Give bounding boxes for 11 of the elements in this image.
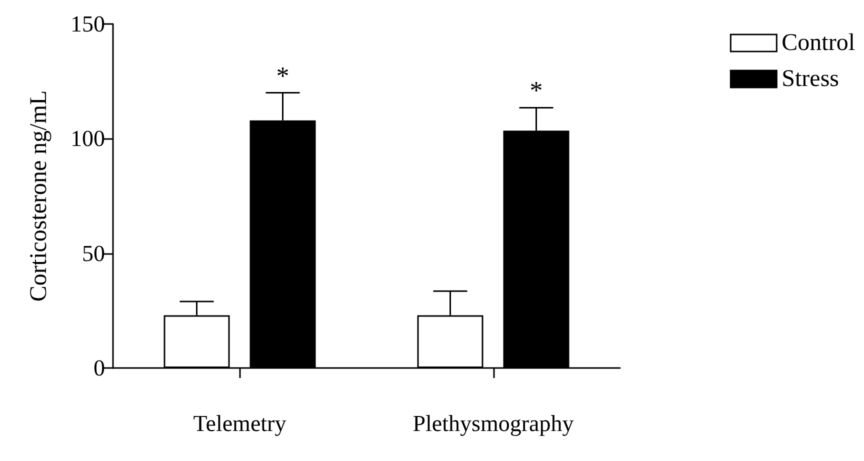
y-tick-label: 150 xyxy=(70,12,105,36)
y-axis-title: Corticosterone ng/mL xyxy=(26,90,52,302)
annotation: * xyxy=(530,76,543,106)
x-tick-label: Plethysmography xyxy=(412,411,574,436)
y-tick-label: 100 xyxy=(70,126,105,152)
y-tick-label: 0 xyxy=(94,356,105,380)
legend-label: Stress xyxy=(782,66,840,92)
legend-label: Control xyxy=(782,30,856,56)
annotation: * xyxy=(276,61,290,90)
y-tick-label: 50 xyxy=(82,240,105,266)
x-tick-label: Telemetry xyxy=(193,411,287,436)
